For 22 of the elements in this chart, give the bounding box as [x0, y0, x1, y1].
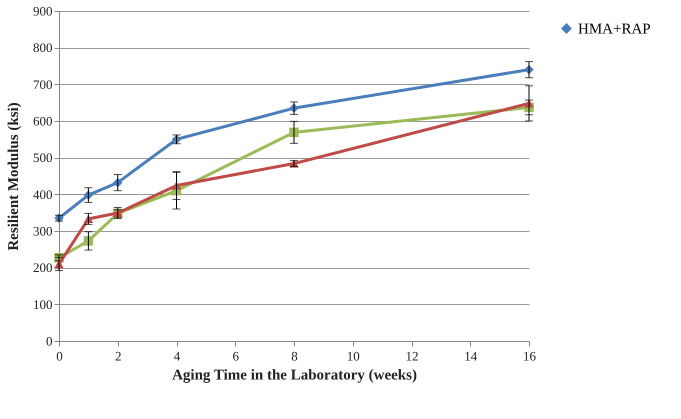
x-tick-label: 10 — [346, 348, 360, 364]
y-tick-label: 500 — [33, 150, 52, 166]
y-tick-label: 900 — [33, 4, 52, 18]
y-axis-title: Resilient Modulus (ksi) — [6, 102, 22, 251]
x-tick-label: 0 — [56, 348, 63, 364]
y-tick-label: 0 — [46, 334, 52, 348]
y-tick-label: 700 — [33, 76, 52, 92]
x-tick-label: 6 — [232, 348, 240, 364]
y-tick-label: 200 — [33, 260, 52, 276]
x-tick-label: 2 — [115, 348, 122, 364]
x-axis-title: Aging Time in the Laboratory (weeks) — [172, 368, 417, 384]
y-tick-label: 400 — [33, 186, 52, 202]
y-tick-label: 100 — [33, 296, 52, 312]
y-tick-label: 600 — [33, 114, 52, 128]
legend-label: HMA+RAP — [578, 22, 651, 38]
x-tick-label: 4 — [174, 348, 181, 364]
y-tick-label: 800 — [33, 40, 52, 56]
x-tick-label: 12 — [406, 348, 418, 364]
x-tick-label: 14 — [464, 348, 478, 364]
y-tick-label: 300 — [33, 224, 52, 238]
x-tick-label: 8 — [291, 348, 298, 364]
x-tick-label: 16 — [523, 348, 536, 364]
